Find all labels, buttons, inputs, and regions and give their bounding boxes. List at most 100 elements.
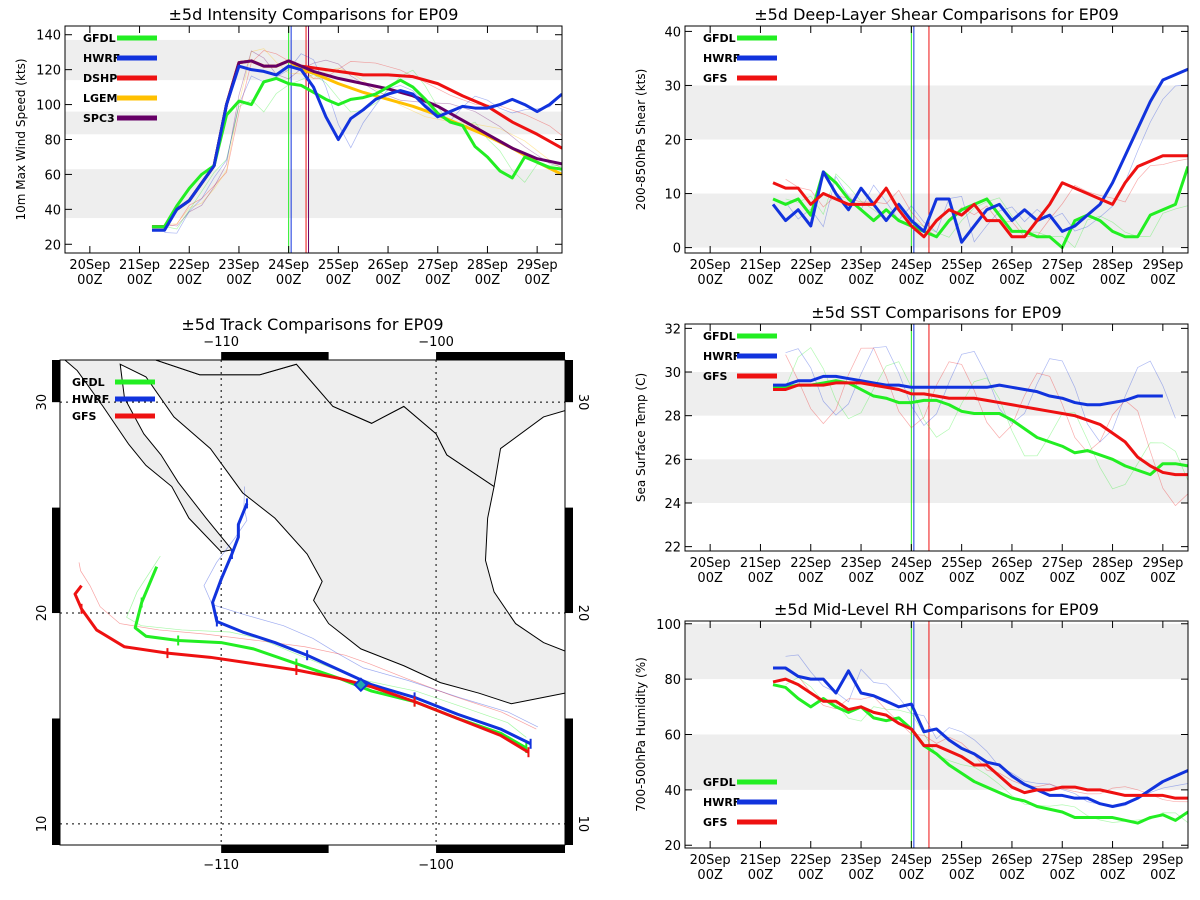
x-tick-label: 25Sep	[318, 258, 359, 273]
x-tick-label: 26Sep	[991, 556, 1032, 571]
legend-label: GFS	[703, 72, 728, 85]
y-tick-label: 32	[664, 322, 681, 337]
x-tick-label: 26Sep	[368, 258, 409, 273]
band-1	[65, 111, 562, 135]
plot-area	[151, 26, 562, 253]
x-tick-label: 00Z	[475, 273, 501, 288]
x-tick-label: 00Z	[848, 868, 874, 883]
y-axis-label: 700-500hPa Humidity (%)	[634, 657, 648, 812]
x-tick-label: 00Z	[77, 273, 103, 288]
lon-tick-label: −100	[418, 335, 454, 350]
x-tick-label: 20Sep	[690, 556, 731, 571]
chart-title: ±5d Intensity Comparisons for EP09	[169, 5, 459, 24]
lat-tick-label: 30	[35, 394, 50, 411]
x-tick-label: 23Sep	[841, 556, 882, 571]
thin-trail-spc3	[164, 50, 562, 227]
x-tick-label: 00Z	[177, 273, 203, 288]
legend-label: DSHP	[83, 72, 117, 85]
y-tick-label: 80	[664, 673, 681, 688]
x-tick-label: 21Sep	[740, 556, 781, 571]
border-seg-top	[221, 352, 329, 360]
lat-tick-label: 30	[575, 394, 590, 411]
x-tick-label: 21Sep	[740, 258, 781, 273]
border-seg-left	[52, 360, 60, 403]
x-tick-label: 27Sep	[1042, 853, 1083, 868]
x-tick-label: 00Z	[226, 273, 252, 288]
x-tick-label: 21Sep	[119, 258, 160, 273]
series-line-gfdl	[772, 683, 1188, 825]
x-tick-label: 00Z	[326, 273, 352, 288]
x-tick-label: 00Z	[127, 273, 153, 288]
x-tick-label: 24Sep	[891, 258, 932, 273]
lat-tick-label: 10	[575, 816, 590, 833]
legend-label: HWRF	[703, 52, 740, 65]
x-tick-label: 00Z	[999, 868, 1025, 883]
legend-label: GFS	[703, 370, 728, 383]
legend-label: GFS	[703, 816, 728, 829]
legend-label: HWRF	[83, 52, 120, 65]
y-axis-label: Sea Surface Temp (C)	[634, 373, 648, 502]
y-tick-label: 40	[664, 784, 681, 799]
y-tick-label: 20	[664, 134, 681, 149]
y-tick-label: 100	[36, 99, 61, 114]
series-line-gfdl	[772, 166, 1188, 250]
track-line-gfs	[73, 584, 530, 754]
y-tick-label: 28	[664, 410, 681, 425]
y-tick-label: 80	[44, 134, 61, 149]
thin-trail-hwrf	[164, 53, 562, 234]
thin-trail-gfdl	[164, 69, 562, 230]
x-tick-label: 00Z	[1150, 273, 1176, 288]
x-tick-label: 00Z	[697, 868, 723, 883]
thin-track-gfs	[78, 562, 537, 730]
lon-tick-label: −110	[203, 858, 239, 873]
thin-trail-gfdl	[785, 173, 1188, 249]
x-tick-label: 00Z	[1150, 571, 1176, 586]
legend-label: LGEM	[83, 92, 118, 105]
x-tick-label: 25Sep	[941, 556, 982, 571]
x-tick-label: 23Sep	[841, 853, 882, 868]
intensity-panel: 2040608010012014020Sep00Z21Sep00Z22Sep00…	[14, 5, 563, 288]
legend-label: HWRF	[703, 350, 740, 363]
x-tick-label: 24Sep	[268, 258, 309, 273]
x-tick-label: 00Z	[1050, 868, 1076, 883]
band-1	[685, 623, 1188, 680]
x-tick-label: 28Sep	[467, 258, 508, 273]
x-tick-label: 22Sep	[790, 556, 831, 571]
legend-label: HWRF	[72, 393, 109, 406]
y-tick-label: 0	[673, 242, 681, 257]
y-tick-label: 30	[664, 366, 681, 381]
lon-tick-label: −100	[418, 858, 454, 873]
x-tick-label: 29Sep	[1142, 556, 1183, 571]
x-tick-label: 00Z	[999, 273, 1025, 288]
sst-panel: 22242628303220Sep00Z21Sep00Z22Sep00Z23Se…	[634, 303, 1189, 586]
x-tick-label: 00Z	[949, 571, 975, 586]
x-tick-label: 22Sep	[790, 258, 831, 273]
band-0	[685, 459, 1188, 503]
lat-tick-label: 20	[35, 605, 50, 622]
y-tick-label: 140	[36, 29, 61, 44]
x-tick-label: 00Z	[524, 273, 550, 288]
x-tick-label: 00Z	[1100, 273, 1126, 288]
legend-label: GFS	[72, 410, 97, 423]
x-tick-label: 00Z	[697, 571, 723, 586]
x-tick-label: 00Z	[949, 868, 975, 883]
legend-label: GFDL	[72, 376, 105, 389]
x-tick-label: 00Z	[748, 273, 774, 288]
plot-area	[771, 26, 1188, 253]
series-line-hwrf	[151, 64, 562, 232]
map-area	[60, 360, 565, 845]
x-tick-label: 20Sep	[690, 258, 731, 273]
x-tick-label: 00Z	[375, 273, 401, 288]
y-tick-label: 30	[664, 79, 681, 94]
rh-panel: 2040608010020Sep00Z21Sep00Z22Sep00Z23Sep…	[634, 600, 1189, 883]
thin-trail-lgem	[164, 48, 562, 225]
shear-panel: 01020304020Sep00Z21Sep00Z22Sep00Z23Sep00…	[634, 5, 1189, 288]
x-tick-label: 00Z	[1050, 571, 1076, 586]
x-tick-label: 00Z	[899, 868, 925, 883]
x-tick-label: 24Sep	[891, 853, 932, 868]
x-tick-label: 00Z	[949, 273, 975, 288]
thin-trail-dshp	[164, 50, 562, 228]
x-tick-label: 00Z	[1100, 868, 1126, 883]
x-tick-label: 00Z	[748, 571, 774, 586]
lat-tick-label: 20	[575, 605, 590, 622]
